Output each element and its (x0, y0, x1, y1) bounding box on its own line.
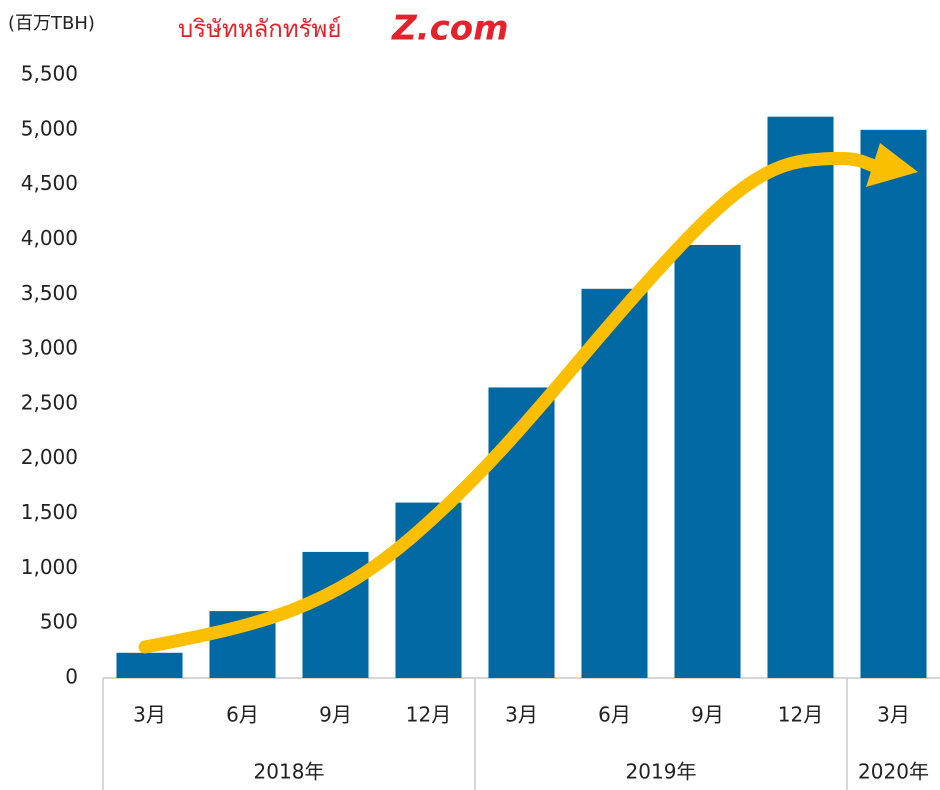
y-tick-label: 0 (65, 665, 78, 689)
bar (860, 129, 927, 678)
x-group-label: 2019年 (626, 760, 697, 784)
trend-arrow (138, 151, 887, 654)
logo-text: บริษัทหลักทรัพย์ (178, 15, 341, 43)
y-tick-label: 3,000 (21, 336, 78, 360)
y-tick-label: 4,000 (21, 226, 78, 250)
x-tick-label: 3月 (133, 703, 166, 727)
x-tick-label: 6月 (226, 703, 259, 727)
logo-brand: Z.com (391, 9, 509, 49)
bar (674, 244, 741, 678)
bar (116, 652, 183, 678)
y-tick-label: 2,000 (21, 445, 78, 469)
bar (767, 116, 834, 679)
y-tick-label: 5,500 (21, 62, 78, 86)
y-tick-label: 2,500 (21, 390, 78, 414)
x-tick-label: 12月 (406, 703, 451, 727)
x-tick-label: 6月 (598, 703, 631, 727)
y-tick-label: 3,500 (21, 281, 78, 305)
arrow-head (866, 143, 918, 187)
x-tick-label: 3月 (505, 703, 538, 727)
x-tick-label: 12月 (778, 703, 823, 727)
y-tick-label: 1,000 (21, 555, 78, 579)
x-tick-label: 9月 (319, 703, 352, 727)
y-tick-label: 1,500 (21, 500, 78, 524)
x-tick-label: 9月 (691, 703, 724, 727)
x-group-label: 2018年 (254, 760, 325, 784)
bar (395, 502, 462, 678)
y-unit: (百万TBH) (8, 13, 95, 34)
x-group-label: 2020年 (858, 760, 929, 784)
y-tick-label: 500 (40, 610, 78, 634)
y-tick-label: 4,500 (21, 171, 78, 195)
y-tick-label: 5,000 (21, 116, 78, 140)
x-tick-label: 3月 (877, 703, 910, 727)
